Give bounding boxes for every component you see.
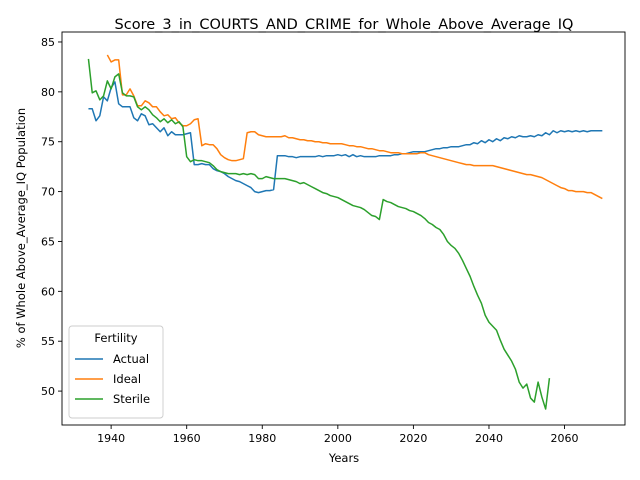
y-tick-label: 65: [41, 235, 55, 248]
x-tick-label: 2020: [399, 432, 427, 445]
x-tick-label: 1960: [173, 432, 201, 445]
x-tick-label: 2040: [475, 432, 503, 445]
series-line-ideal: [106, 54, 603, 200]
series-layer: [87, 54, 603, 410]
series-line-actual: [88, 81, 603, 194]
x-tick-label: 2000: [324, 432, 352, 445]
legend-title: Fertility: [94, 331, 137, 345]
legend-entries: Actual Ideal Sterile: [75, 352, 150, 406]
y-tick-label: 60: [41, 285, 55, 298]
legend-box: [68, 325, 164, 419]
x-tick-label: 1940: [97, 432, 125, 445]
x-axis-ticks: 1940 1960 1980 2000 2020 2040 2060: [97, 425, 579, 445]
chart-title: Score_3_in_COURTS_AND_CRIME_for_Whole_Ab…: [115, 17, 574, 33]
series-line-sterile: [87, 58, 551, 410]
y-tick-label: 70: [41, 186, 55, 199]
legend-label-ideal: Ideal: [113, 372, 141, 386]
x-tick-label: 1980: [248, 432, 276, 445]
y-axis-label: % of Whole Above_Average_IQ Population: [14, 108, 28, 348]
y-tick-label: 85: [41, 36, 55, 49]
legend-label-sterile: Sterile: [113, 392, 150, 406]
y-tick-label: 50: [41, 385, 55, 398]
y-tick-label: 55: [41, 335, 55, 348]
y-tick-label: 75: [41, 136, 55, 149]
x-tick-label: 2060: [551, 432, 579, 445]
y-tick-label: 80: [41, 86, 55, 99]
legend-label-actual: Actual: [113, 352, 149, 366]
plot-frame: [61, 31, 626, 426]
x-axis-label: Years: [328, 451, 359, 465]
y-axis-ticks: 50 55 60 65 70 75 80 85: [41, 36, 62, 398]
legend: Fertility Actual Ideal Sterile: [68, 325, 164, 419]
